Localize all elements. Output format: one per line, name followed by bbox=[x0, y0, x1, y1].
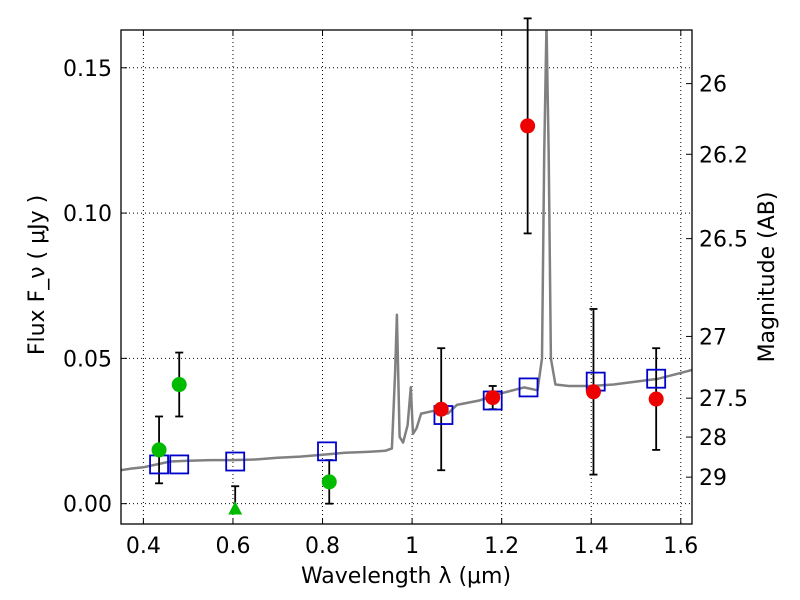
data-point bbox=[585, 384, 601, 400]
y2-tick-label: 26.5 bbox=[699, 228, 748, 253]
x-tick-label: 1.2 bbox=[484, 534, 519, 559]
y2-tick-label: 28 bbox=[699, 426, 727, 451]
x-tick-label: 1 bbox=[405, 534, 419, 559]
model-photometry-square bbox=[317, 441, 337, 462]
data-point bbox=[321, 474, 337, 490]
x-tick-label: 0.6 bbox=[215, 534, 250, 559]
x-axis-label: Wavelength λ (μm) bbox=[301, 564, 511, 589]
data-point bbox=[171, 377, 187, 393]
x-tick-label: 0.8 bbox=[305, 534, 340, 559]
x-tick-label: 1.4 bbox=[574, 534, 609, 559]
y-axis-label: Flux F_ν ( μJy ) bbox=[25, 195, 50, 355]
model-photometry-square bbox=[646, 368, 667, 389]
y2-tick-label: 26.2 bbox=[699, 143, 748, 168]
y-tick-label: 0.00 bbox=[63, 493, 112, 518]
data-point bbox=[151, 442, 167, 458]
model-photometry-square bbox=[225, 451, 246, 472]
y-tick-label: 0.15 bbox=[63, 57, 112, 82]
data-point bbox=[648, 391, 664, 407]
model-photometry-square bbox=[518, 377, 539, 398]
y2-tick-label: 27.5 bbox=[699, 387, 748, 412]
upper-limit-triangle bbox=[228, 501, 243, 515]
y-tick-label: 0.10 bbox=[63, 202, 112, 227]
plot-content bbox=[121, 30, 692, 472]
y2-axis-label: Magnitude (AB) bbox=[755, 192, 780, 363]
x-tick-label: 1.6 bbox=[663, 534, 698, 559]
data-point bbox=[520, 118, 536, 134]
y2-tick-label: 27 bbox=[699, 325, 727, 350]
data-point bbox=[433, 401, 449, 417]
ticks: 0.4 0.6 0.8 1 1.2 1.4 1.6 0.00 0.05 0.10 0.15 26 26.… bbox=[63, 30, 748, 559]
model-photometry-square bbox=[169, 454, 190, 475]
y-tick-label: 0.05 bbox=[63, 347, 112, 372]
plot-frame bbox=[120, 29, 693, 525]
y2-tick-label: 29 bbox=[699, 466, 727, 491]
plot-area bbox=[121, 30, 692, 524]
x-tick-label: 0.4 bbox=[126, 534, 161, 559]
data-point bbox=[485, 390, 501, 406]
y2-tick-label: 26 bbox=[699, 73, 727, 98]
markers bbox=[149, 17, 667, 515]
spectrum-line bbox=[121, 30, 692, 472]
